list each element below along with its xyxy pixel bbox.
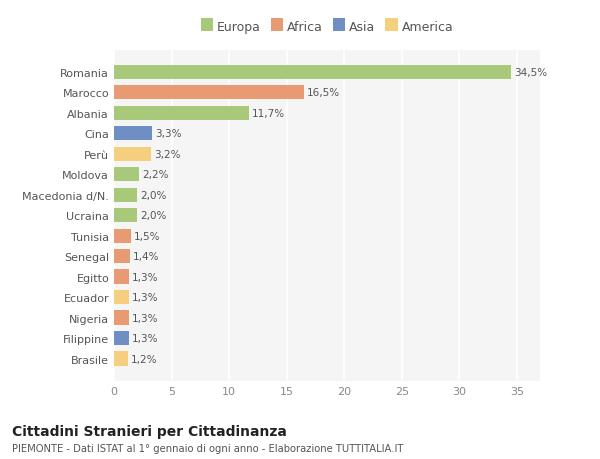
Text: 1,5%: 1,5%	[134, 231, 161, 241]
Bar	[114, 127, 152, 141]
Text: 1,2%: 1,2%	[131, 354, 157, 364]
Text: 2,0%: 2,0%	[140, 190, 166, 200]
Text: 3,2%: 3,2%	[154, 150, 180, 159]
Text: 11,7%: 11,7%	[251, 108, 285, 118]
Bar	[114, 147, 151, 162]
Text: 1,3%: 1,3%	[132, 313, 158, 323]
Bar	[114, 106, 249, 121]
Bar	[114, 229, 131, 243]
Bar	[114, 188, 137, 202]
Text: 3,3%: 3,3%	[155, 129, 181, 139]
Text: 2,0%: 2,0%	[140, 211, 166, 221]
Bar	[114, 86, 304, 100]
Text: 34,5%: 34,5%	[514, 67, 547, 78]
Text: PIEMONTE - Dati ISTAT al 1° gennaio di ogni anno - Elaborazione TUTTITALIA.IT: PIEMONTE - Dati ISTAT al 1° gennaio di o…	[12, 443, 403, 453]
Legend: Europa, Africa, Asia, America: Europa, Africa, Asia, America	[197, 17, 457, 38]
Bar	[114, 208, 137, 223]
Text: 2,2%: 2,2%	[142, 170, 169, 180]
Text: Cittadini Stranieri per Cittadinanza: Cittadini Stranieri per Cittadinanza	[12, 425, 287, 438]
Text: 16,5%: 16,5%	[307, 88, 340, 98]
Bar	[114, 249, 130, 264]
Text: 1,3%: 1,3%	[132, 272, 158, 282]
Bar	[114, 270, 129, 284]
Bar	[114, 291, 129, 305]
Text: 1,3%: 1,3%	[132, 292, 158, 302]
Bar	[114, 311, 129, 325]
Bar	[114, 66, 511, 80]
Text: 1,4%: 1,4%	[133, 252, 160, 262]
Bar	[114, 331, 129, 346]
Text: 1,3%: 1,3%	[132, 333, 158, 343]
Bar	[114, 352, 128, 366]
Bar	[114, 168, 139, 182]
